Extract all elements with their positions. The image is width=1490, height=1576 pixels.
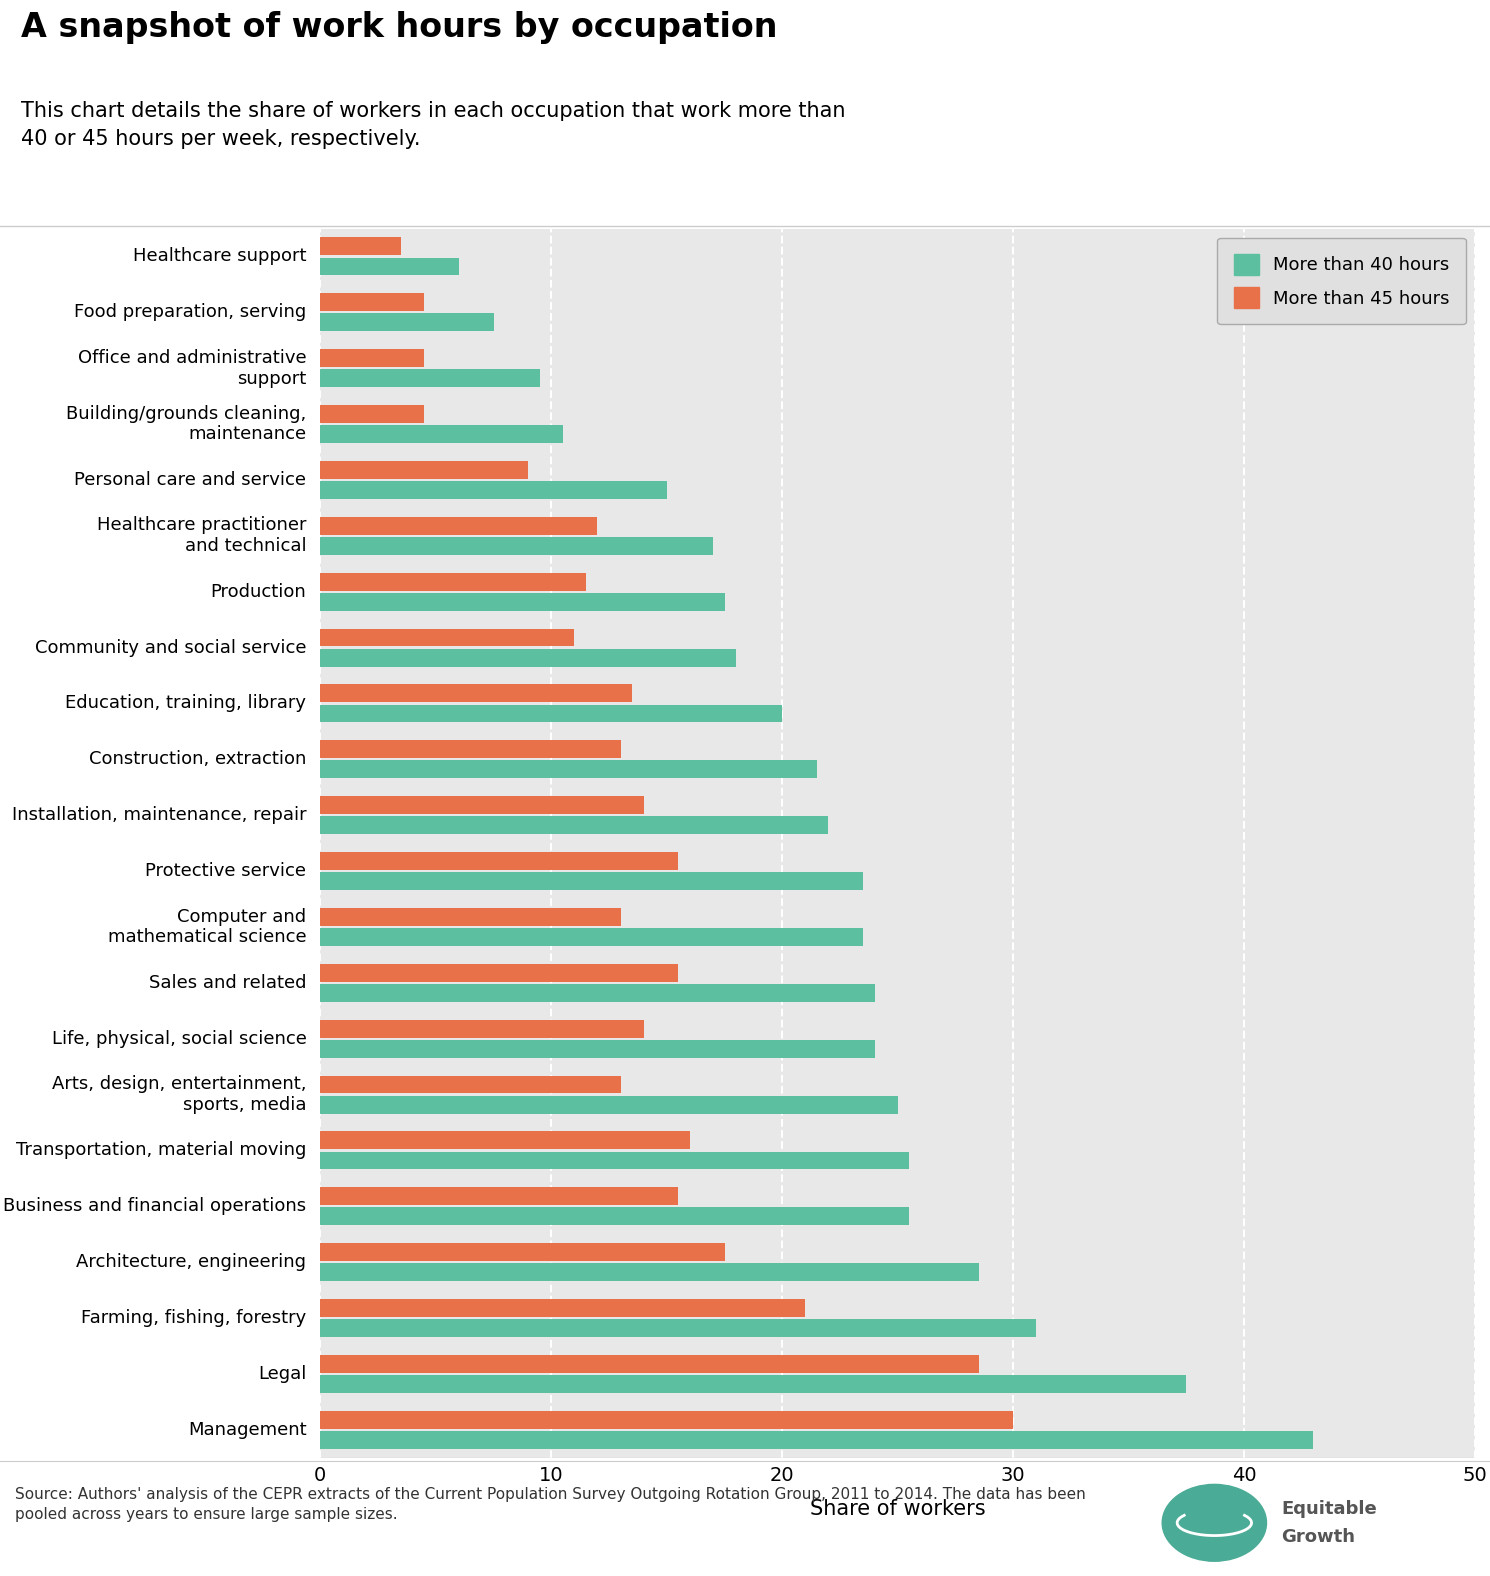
Bar [320,872,863,890]
Bar [320,1040,875,1057]
Bar [320,460,527,479]
Bar [320,238,401,255]
Bar [320,816,828,834]
Bar [320,1132,690,1149]
Legend: More than 40 hours, More than 45 hours: More than 40 hours, More than 45 hours [1217,238,1466,325]
Bar [320,1299,805,1318]
Bar [320,572,586,591]
Bar [320,1075,620,1094]
Bar [320,593,724,611]
Bar [320,1187,678,1206]
Bar [320,741,620,758]
Text: Growth: Growth [1281,1529,1356,1546]
Bar [320,257,459,276]
Bar [320,1319,1037,1336]
Bar [320,629,574,646]
Bar [320,1264,979,1281]
Text: Equitable: Equitable [1281,1500,1377,1518]
Bar [320,684,632,703]
Bar [320,426,563,443]
Bar [320,965,678,982]
Bar [320,517,597,534]
Bar [320,1411,1013,1429]
Bar [320,1431,1314,1448]
Bar [320,350,425,367]
Bar [320,983,875,1002]
Bar [320,1152,909,1169]
Ellipse shape [1162,1485,1266,1562]
Bar [320,405,425,422]
Bar [320,649,736,667]
Bar [320,853,678,870]
Bar [320,1020,644,1037]
Bar [320,293,425,310]
Bar [320,1243,724,1261]
Bar [320,704,782,722]
Bar [320,1376,1186,1393]
Bar [320,1095,897,1114]
X-axis label: Share of workers: Share of workers [811,1499,985,1519]
Bar [320,1355,979,1373]
Bar [320,314,493,331]
Bar [320,761,817,779]
Text: Source: Authors' analysis of the CEPR extracts of the Current Population Survey : Source: Authors' analysis of the CEPR ex… [15,1488,1086,1522]
Bar [320,1207,909,1226]
Bar [320,796,644,815]
Bar [320,537,712,555]
Bar [320,928,863,946]
Bar [320,908,620,925]
Text: A snapshot of work hours by occupation: A snapshot of work hours by occupation [21,11,778,44]
Bar [320,369,539,388]
Text: This chart details the share of workers in each occupation that work more than
4: This chart details the share of workers … [21,101,845,148]
Bar [320,481,666,500]
